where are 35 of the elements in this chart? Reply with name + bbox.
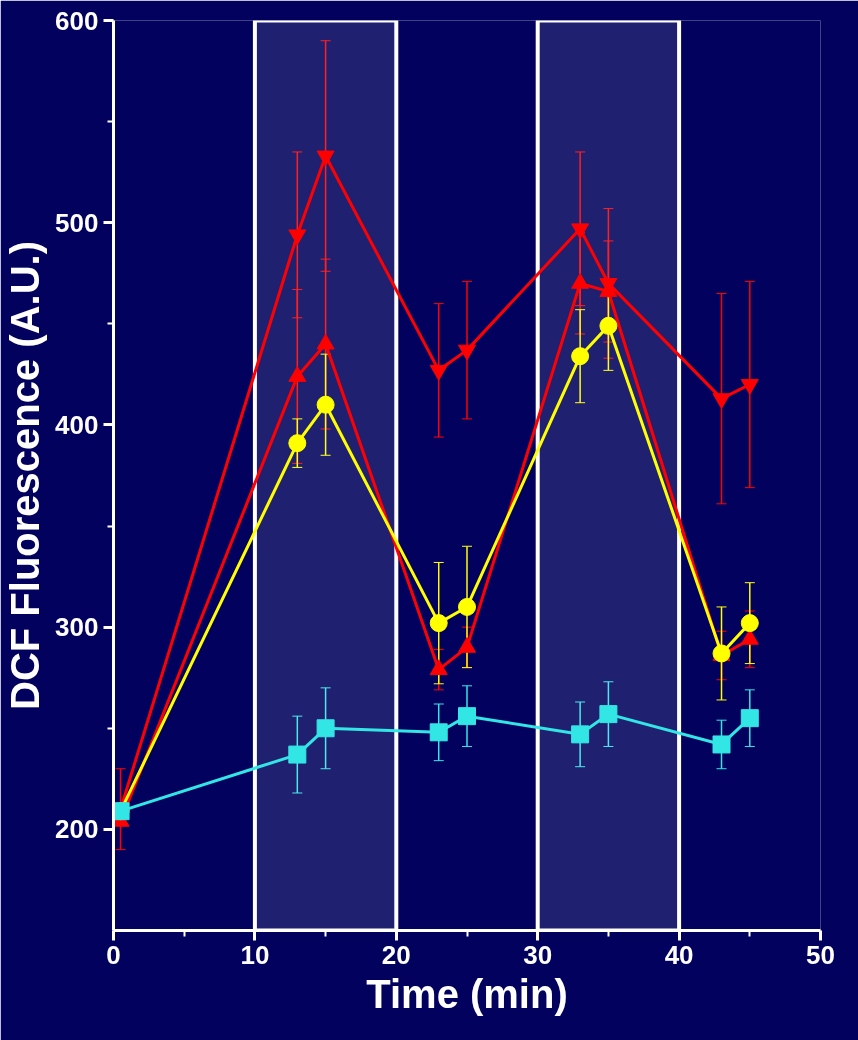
point [740,614,759,633]
point [316,395,335,414]
point [288,434,307,453]
point [571,725,590,744]
x-tick-label: 10 [240,939,270,970]
point [458,344,476,361]
x-tick-label: 40 [664,939,694,970]
y-tick-label: 200 [55,814,99,845]
y-tick-label: 400 [55,409,99,440]
x-axis-title: Time (min) [366,971,568,1016]
point [740,709,759,728]
point [429,614,448,633]
x-tick-label: 30 [523,939,553,970]
point [571,223,590,240]
point [458,707,476,726]
point [316,150,335,167]
point [740,379,759,395]
point [288,745,307,764]
point [599,316,618,335]
x-tick-label: 0 [106,939,121,970]
point [458,597,476,616]
point [288,229,307,246]
x-tick-label: 20 [381,939,411,970]
point [571,347,590,366]
y-tick-label: 600 [55,5,99,36]
point [316,719,335,738]
point [599,705,618,724]
y-tick-label: 300 [55,612,99,643]
point [429,723,448,742]
point [712,735,731,754]
point [712,393,731,409]
x-tick-label: 50 [806,939,835,970]
y-axis-title: DCF Fluorescence (A.U.) [3,241,48,710]
point [429,364,448,381]
y-tick-label: 500 [55,207,99,238]
